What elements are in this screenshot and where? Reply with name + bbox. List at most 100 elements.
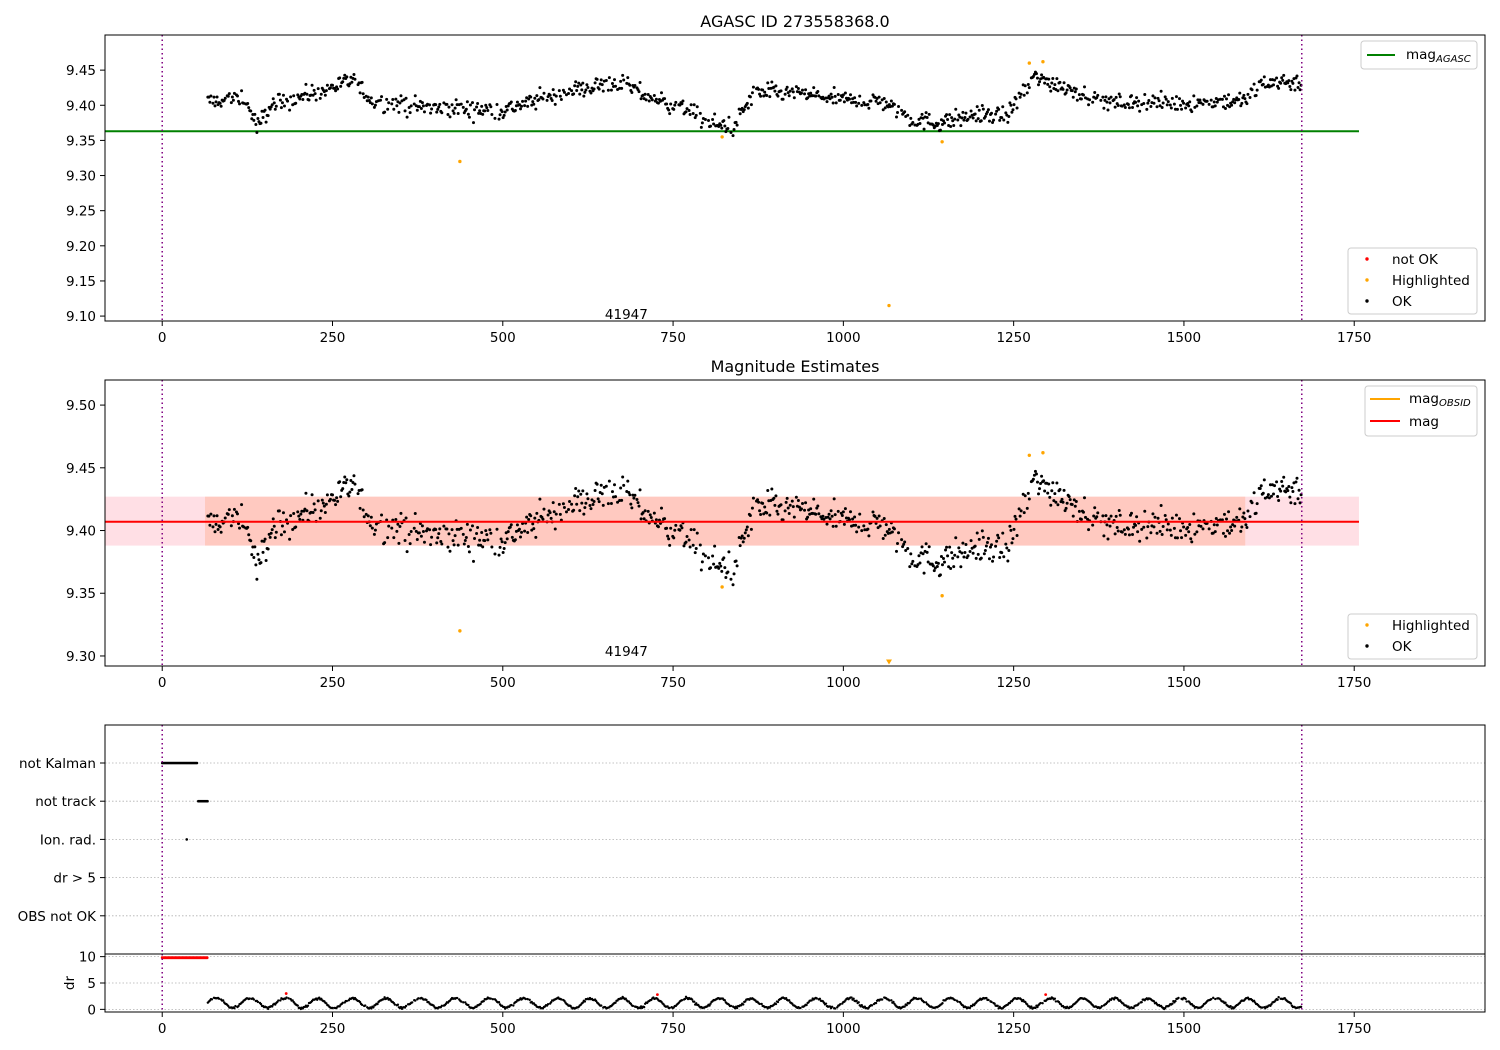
ok-point — [734, 120, 738, 124]
ok-point — [609, 501, 613, 505]
ok-point — [453, 106, 457, 110]
ok-point — [240, 503, 244, 507]
ok-point — [582, 512, 586, 516]
ok-point — [738, 112, 742, 116]
ok-point — [876, 526, 880, 530]
ok-point — [1074, 499, 1078, 503]
dr-point — [217, 997, 221, 1000]
ok-point — [741, 540, 745, 544]
ok-point — [744, 528, 748, 532]
dr-point — [985, 996, 988, 1000]
ok-point — [1220, 518, 1224, 522]
ok-point — [339, 84, 343, 88]
ok-point — [1261, 82, 1265, 86]
ok-point — [440, 111, 444, 115]
ok-point — [222, 99, 226, 103]
ok-point — [985, 541, 989, 545]
dr-point — [905, 1003, 908, 1007]
ok-point — [1228, 531, 1232, 535]
ok-point — [857, 525, 861, 529]
ok-point — [614, 84, 618, 88]
ok-point — [1146, 101, 1150, 105]
ok-point — [593, 81, 597, 85]
ok-point — [1242, 511, 1246, 515]
ok-point — [977, 537, 981, 541]
ok-point — [1201, 527, 1205, 531]
ok-point — [720, 569, 724, 573]
ok-point — [629, 502, 633, 506]
ok-point — [554, 512, 558, 516]
dr-point — [855, 999, 858, 1003]
ok-point — [1049, 503, 1053, 507]
ok-point — [763, 90, 767, 94]
ok-point — [643, 509, 647, 513]
ok-point — [373, 103, 377, 107]
dr-point — [414, 999, 417, 1002]
ok-point — [570, 89, 574, 93]
ok-point — [932, 569, 936, 573]
ok-point — [990, 111, 994, 115]
dr-point — [917, 997, 921, 1000]
agasc-panel: AGASC ID 273558368.0 0 250 500 750 1000 1250 1… — [66, 12, 1486, 346]
dr-point — [1192, 1004, 1196, 1008]
estimates-axes: 0 250 500 750 1000 1250 1500 17509.309.359.409.… — [66, 398, 1371, 691]
ok-point — [806, 515, 810, 519]
ok-point — [924, 542, 928, 546]
ok-point — [524, 99, 528, 103]
dr-point — [839, 1003, 842, 1006]
dr-point — [890, 999, 893, 1002]
estimates-obsid-annotation: 41947 — [605, 644, 648, 660]
ok-point — [1153, 515, 1157, 519]
ok-point — [628, 493, 632, 497]
ok-point — [783, 509, 787, 513]
ok-point — [542, 91, 546, 95]
ok-point — [208, 100, 212, 104]
ok-point — [1246, 509, 1250, 513]
dr-point — [341, 1001, 344, 1005]
ok-point — [796, 499, 800, 503]
ok-point — [1296, 497, 1300, 501]
ok-point — [1062, 81, 1066, 85]
ok-point — [279, 533, 283, 537]
ok-point — [584, 501, 588, 505]
ok-point — [703, 554, 707, 558]
ok-point — [768, 95, 772, 99]
ok-point — [1281, 78, 1285, 82]
ok-point — [600, 492, 604, 496]
ok-point — [291, 528, 295, 532]
ok-point — [994, 112, 998, 116]
ok-point — [976, 552, 980, 556]
dr-point — [683, 997, 687, 1001]
ok-point — [1105, 100, 1109, 104]
ok-point — [962, 555, 966, 559]
ok-point — [1116, 529, 1120, 533]
ok-point — [1104, 514, 1108, 518]
ok-point — [855, 104, 859, 108]
ok-point — [1238, 507, 1242, 511]
ok-point — [698, 543, 702, 547]
dr-point — [1212, 996, 1215, 1000]
ok-point — [917, 117, 921, 121]
ok-point — [467, 550, 471, 554]
y-tick-label: 9.35 — [66, 133, 96, 149]
ok-point — [763, 505, 767, 509]
ok-point — [620, 86, 624, 90]
ok-point — [1021, 492, 1025, 496]
ok-point — [216, 527, 220, 531]
ok-point — [372, 532, 376, 536]
ok-point — [877, 95, 881, 99]
ok-point — [226, 512, 230, 516]
legend-mag-obsid-label: magOBSID — [1409, 391, 1471, 409]
ok-point — [827, 94, 831, 98]
ok-point — [575, 502, 579, 506]
ok-point — [1108, 101, 1112, 105]
ok-point — [1001, 105, 1005, 109]
ok-point — [470, 524, 474, 528]
ok-point — [982, 552, 986, 556]
ok-point — [247, 106, 251, 110]
dr-point — [810, 999, 813, 1002]
ok-point — [906, 113, 910, 117]
ok-point — [370, 526, 374, 530]
ok-point — [493, 552, 497, 556]
dr-point — [892, 1000, 895, 1004]
